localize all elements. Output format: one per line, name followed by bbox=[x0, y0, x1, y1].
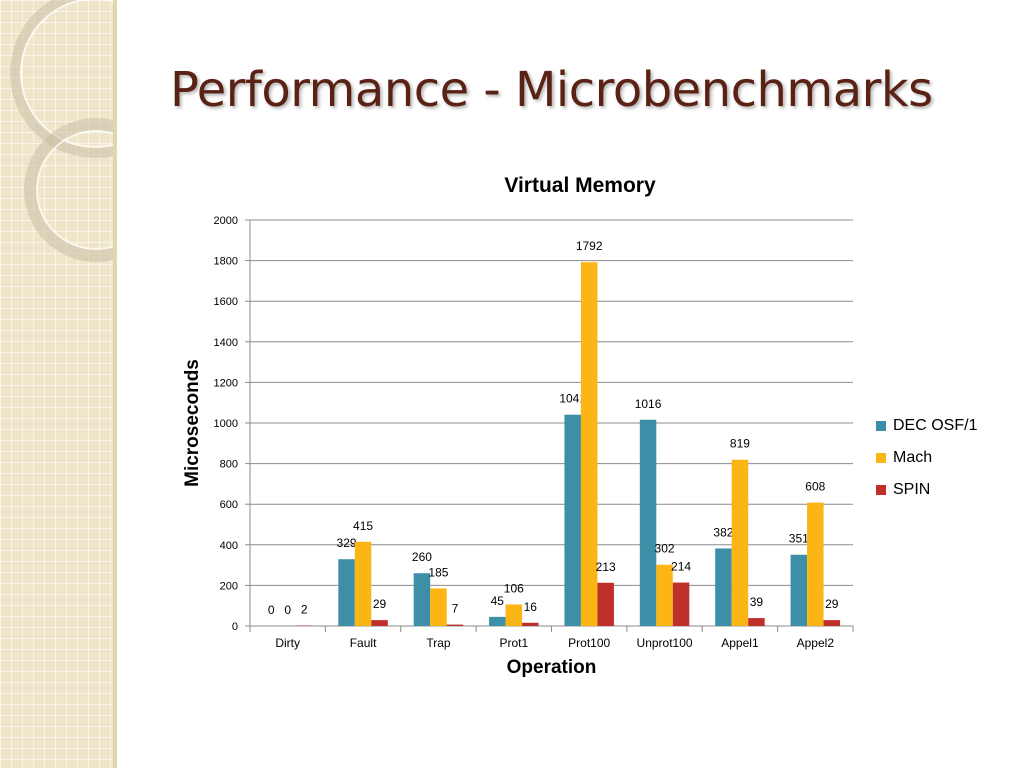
bar bbox=[338, 559, 355, 626]
data-label: 1041 bbox=[559, 392, 586, 406]
data-label: 329 bbox=[337, 536, 357, 550]
data-label: 2 bbox=[301, 603, 308, 617]
y-tick-label: 800 bbox=[220, 459, 238, 471]
x-tick-label: Prot1 bbox=[499, 636, 528, 650]
bar bbox=[522, 622, 539, 626]
bar bbox=[505, 604, 523, 626]
data-label: 1792 bbox=[576, 239, 603, 253]
y-tick-label: 0 bbox=[232, 621, 238, 633]
side-panel-edge bbox=[113, 0, 117, 768]
data-label: 819 bbox=[730, 437, 750, 451]
y-tick-label: 1200 bbox=[214, 377, 238, 389]
x-tick-label: Prot100 bbox=[568, 636, 610, 650]
data-label: 415 bbox=[353, 519, 373, 533]
y-tick-label: 400 bbox=[220, 540, 238, 552]
y-tick-label: 1800 bbox=[214, 256, 238, 268]
data-label: 302 bbox=[655, 542, 675, 556]
data-label: 29 bbox=[825, 597, 839, 611]
data-label: 213 bbox=[596, 560, 616, 574]
data-label: 29 bbox=[373, 597, 387, 611]
data-label: 382 bbox=[713, 525, 733, 539]
legend-label: DEC OSF/1 bbox=[893, 417, 978, 434]
data-label: 0 bbox=[284, 603, 291, 617]
bar bbox=[413, 573, 431, 626]
x-tick-label: Appel2 bbox=[797, 636, 835, 650]
bar bbox=[823, 620, 841, 626]
data-label: 39 bbox=[750, 595, 764, 609]
bar bbox=[748, 618, 765, 626]
data-label: 45 bbox=[491, 594, 505, 608]
x-tick-label: Appel1 bbox=[721, 636, 759, 650]
legend-item: DEC OSF/1 bbox=[876, 410, 977, 442]
bar bbox=[371, 620, 388, 626]
chart-title: Virtual Memory bbox=[504, 174, 656, 197]
y-axis-title-text: Microseconds bbox=[182, 359, 203, 487]
data-label: 16 bbox=[524, 600, 538, 614]
bar bbox=[807, 502, 824, 626]
x-tick-label: Trap bbox=[426, 636, 451, 650]
y-tick-label: 2000 bbox=[214, 215, 238, 227]
bar bbox=[580, 262, 598, 626]
x-tick-label: Fault bbox=[350, 636, 377, 650]
bar bbox=[430, 588, 447, 626]
bar bbox=[489, 616, 506, 626]
bar bbox=[639, 419, 657, 626]
x-tick-label: Unprot100 bbox=[637, 636, 693, 650]
data-label: 106 bbox=[504, 581, 524, 595]
bar bbox=[656, 564, 673, 626]
decorative-side-panel bbox=[0, 0, 113, 768]
data-label: 608 bbox=[805, 480, 825, 494]
data-label: 7 bbox=[452, 602, 459, 616]
y-tick-label: 1000 bbox=[214, 418, 238, 430]
data-label: 1016 bbox=[635, 397, 662, 411]
data-label: 0 bbox=[268, 603, 275, 617]
x-axis-title: Operation bbox=[506, 657, 597, 678]
y-tick-label: 1400 bbox=[214, 337, 238, 349]
legend-label: SPIN bbox=[893, 481, 931, 498]
y-tick-label: 1600 bbox=[214, 296, 238, 308]
data-label: 214 bbox=[671, 560, 691, 574]
bar bbox=[564, 414, 581, 626]
legend-label: Mach bbox=[893, 449, 933, 466]
slide-title: Performance - Microbenchmarks bbox=[170, 62, 933, 118]
x-tick-label: Dirty bbox=[275, 636, 300, 650]
bar bbox=[672, 582, 690, 626]
legend-item: SPIN bbox=[876, 474, 977, 506]
data-label: 260 bbox=[412, 550, 432, 564]
legend-swatch bbox=[876, 421, 886, 431]
bar bbox=[731, 459, 749, 626]
legend-swatch bbox=[876, 453, 886, 463]
bar bbox=[597, 582, 614, 626]
bar bbox=[715, 548, 732, 626]
data-label: 185 bbox=[428, 565, 448, 579]
bar bbox=[790, 554, 808, 626]
bar bbox=[446, 624, 464, 626]
y-tick-label: 200 bbox=[220, 580, 238, 592]
y-tick-label: 600 bbox=[220, 499, 238, 511]
chart-legend: DEC OSF/1 Mach SPIN bbox=[876, 410, 977, 506]
data-label: 351 bbox=[789, 532, 809, 546]
legend-swatch bbox=[876, 485, 886, 495]
legend-item: Mach bbox=[876, 442, 977, 474]
bar bbox=[354, 541, 372, 626]
